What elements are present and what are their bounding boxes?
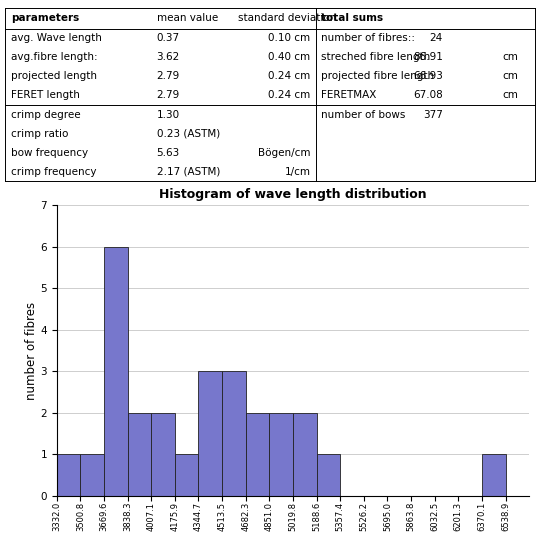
Text: number of fibres::: number of fibres:: xyxy=(321,33,415,43)
Text: 0.23 (ASTM): 0.23 (ASTM) xyxy=(157,128,220,139)
Text: 24: 24 xyxy=(429,33,443,43)
Bar xyxy=(127,413,151,496)
Bar xyxy=(482,454,505,496)
Bar xyxy=(198,371,222,496)
Text: mean value: mean value xyxy=(157,13,218,23)
Text: 0.24 cm: 0.24 cm xyxy=(268,71,310,82)
Text: cm: cm xyxy=(502,91,518,101)
Text: crimp ratio: crimp ratio xyxy=(11,128,68,139)
Text: 1/cm: 1/cm xyxy=(285,167,310,177)
Text: avg. Wave length: avg. Wave length xyxy=(11,33,102,43)
Text: 5.63: 5.63 xyxy=(157,148,180,158)
Text: total sums: total sums xyxy=(321,13,383,23)
Text: Bögen/cm: Bögen/cm xyxy=(258,148,310,158)
Bar xyxy=(104,247,127,496)
Text: 86.91: 86.91 xyxy=(413,52,443,62)
Bar xyxy=(57,454,80,496)
Bar xyxy=(151,413,175,496)
Text: 67.08: 67.08 xyxy=(413,91,443,101)
Text: 377: 377 xyxy=(423,109,443,119)
Text: cm: cm xyxy=(502,71,518,82)
Text: cm: cm xyxy=(502,52,518,62)
Title: Histogram of wave length distribution: Histogram of wave length distribution xyxy=(159,188,427,201)
Bar xyxy=(222,371,246,496)
Bar xyxy=(246,413,269,496)
Text: 0.40 cm: 0.40 cm xyxy=(268,52,310,62)
Text: 1.30: 1.30 xyxy=(157,109,180,119)
Text: parameters: parameters xyxy=(11,13,79,23)
Text: standard deviation: standard deviation xyxy=(238,13,336,23)
Bar xyxy=(316,454,340,496)
Text: avg.fibre length:: avg.fibre length: xyxy=(11,52,97,62)
Bar xyxy=(293,413,316,496)
Text: 3.62: 3.62 xyxy=(157,52,180,62)
Text: 2.79: 2.79 xyxy=(157,91,180,101)
Text: number of bows: number of bows xyxy=(321,109,406,119)
Text: 2.79: 2.79 xyxy=(157,71,180,82)
Bar xyxy=(175,454,198,496)
Text: 2.17 (ASTM): 2.17 (ASTM) xyxy=(157,167,220,177)
Text: bow frequency: bow frequency xyxy=(11,148,88,158)
Text: FERET length: FERET length xyxy=(11,91,80,101)
Text: crimp degree: crimp degree xyxy=(11,109,80,119)
Bar xyxy=(80,454,104,496)
Text: projected length: projected length xyxy=(11,71,97,82)
Text: 0.24 cm: 0.24 cm xyxy=(268,91,310,101)
Text: crimp frequency: crimp frequency xyxy=(11,167,96,177)
Bar xyxy=(269,413,293,496)
Text: streched fibre length: streched fibre length xyxy=(321,52,430,62)
Text: 0.10 cm: 0.10 cm xyxy=(268,33,310,43)
Text: projected fibre length: projected fibre length xyxy=(321,71,434,82)
Text: 66.93: 66.93 xyxy=(413,71,443,82)
Text: FERETMAX: FERETMAX xyxy=(321,91,377,101)
Y-axis label: number of fibres: number of fibres xyxy=(25,301,38,400)
Text: 0.37: 0.37 xyxy=(157,33,180,43)
